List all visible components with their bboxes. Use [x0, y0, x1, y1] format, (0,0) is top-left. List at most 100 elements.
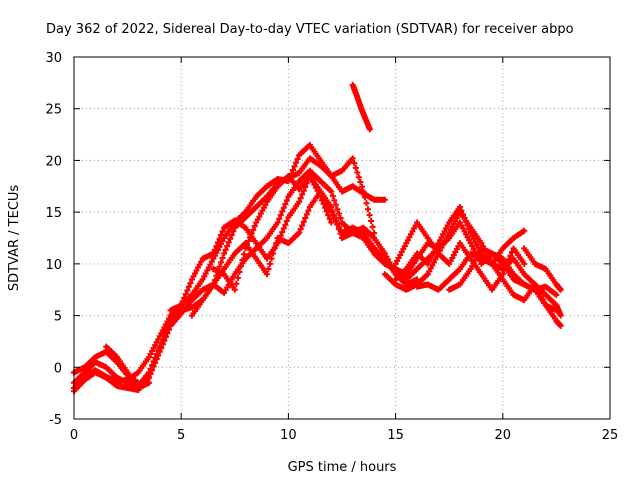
data-point: [369, 223, 376, 230]
data-point: [245, 237, 252, 244]
data-point: [365, 206, 372, 213]
data-point: [236, 268, 243, 275]
series-track-12: [414, 250, 564, 319]
data-point: [219, 228, 226, 235]
data-point: [334, 221, 341, 228]
data-point: [299, 191, 306, 198]
data-point: [218, 232, 225, 239]
series-track-7: [349, 81, 373, 133]
data-point: [303, 211, 310, 218]
data-point: [499, 271, 506, 278]
data-point: [146, 379, 153, 386]
data-point: [456, 203, 463, 210]
data-point: [162, 333, 169, 340]
data-point: [228, 232, 235, 239]
data-point: [161, 337, 168, 344]
data-point: [263, 271, 270, 278]
data-point: [210, 250, 217, 257]
data-point: [222, 246, 229, 253]
data-point: [326, 215, 333, 222]
data-point: [461, 215, 468, 222]
data-point: [352, 164, 359, 171]
data-point: [271, 245, 278, 252]
data-point: [274, 219, 281, 226]
data-point: [218, 259, 225, 266]
data-point: [159, 341, 166, 348]
data-point: [368, 218, 375, 225]
data-point: [181, 294, 188, 301]
data-point: [296, 229, 303, 236]
data-point: [237, 263, 244, 270]
data-point: [270, 250, 277, 257]
data-point: [331, 197, 338, 204]
data-point: [329, 208, 336, 215]
data-point: [225, 239, 232, 246]
data-point: [251, 223, 258, 230]
data-point: [283, 197, 290, 204]
data-point: [296, 198, 303, 205]
data-point: [335, 210, 342, 217]
x-tick-label: 0: [70, 428, 78, 443]
data-point: [320, 201, 327, 208]
x-tick-label: 10: [280, 428, 297, 443]
data-point: [297, 195, 304, 202]
data-point: [221, 250, 228, 257]
data-point: [328, 188, 335, 195]
data-point: [331, 212, 338, 219]
x-tick-label: 25: [602, 428, 619, 443]
data-point: [459, 211, 466, 218]
data-point: [164, 330, 171, 337]
data-point: [463, 218, 470, 225]
data-point: [184, 287, 191, 294]
x-tick-label: 20: [495, 428, 512, 443]
data-point: [153, 356, 160, 363]
data-point: [240, 251, 247, 258]
data-point: [265, 266, 272, 273]
data-point: [325, 212, 332, 219]
data-point: [283, 218, 290, 225]
data-point: [216, 263, 223, 270]
x-axis-label: GPS time / hours: [288, 460, 397, 475]
y-tick-label: 10: [45, 258, 62, 273]
data-point: [328, 219, 335, 226]
data-point: [366, 126, 373, 133]
data-point: [280, 225, 287, 232]
data-point: [179, 298, 186, 305]
y-tick-label: 30: [45, 51, 62, 66]
series-track-11: [392, 219, 528, 293]
data-point: [211, 246, 218, 253]
data-point: [282, 221, 289, 228]
data-point: [277, 212, 284, 219]
data-point: [322, 204, 329, 211]
data-point: [317, 193, 324, 200]
data-point: [187, 280, 194, 287]
data-point: [213, 243, 220, 250]
data-point: [521, 260, 528, 267]
data-point: [250, 226, 257, 233]
data-point: [521, 227, 528, 234]
data-point: [155, 352, 162, 359]
data-point: [557, 312, 564, 319]
x-tick-label: 5: [177, 428, 185, 443]
data-point: [355, 174, 362, 181]
data-point: [299, 222, 306, 229]
data-point: [507, 252, 514, 259]
data-point: [553, 291, 560, 298]
data-point: [464, 222, 471, 229]
plot-frame: [73, 56, 611, 420]
data-point: [273, 240, 280, 247]
data-point: [366, 212, 373, 219]
data-point: [146, 374, 153, 381]
series-track-1: [71, 141, 388, 391]
data-point: [332, 201, 339, 208]
data-point: [351, 160, 358, 167]
data-point: [291, 163, 298, 170]
data-point: [305, 207, 312, 214]
data-point: [381, 196, 388, 203]
data-point: [358, 183, 365, 190]
data-point: [300, 218, 307, 225]
y-tick-label: 0: [54, 361, 62, 376]
x-tick-label: 15: [387, 428, 404, 443]
data-point: [149, 367, 156, 374]
data-point: [248, 230, 255, 237]
